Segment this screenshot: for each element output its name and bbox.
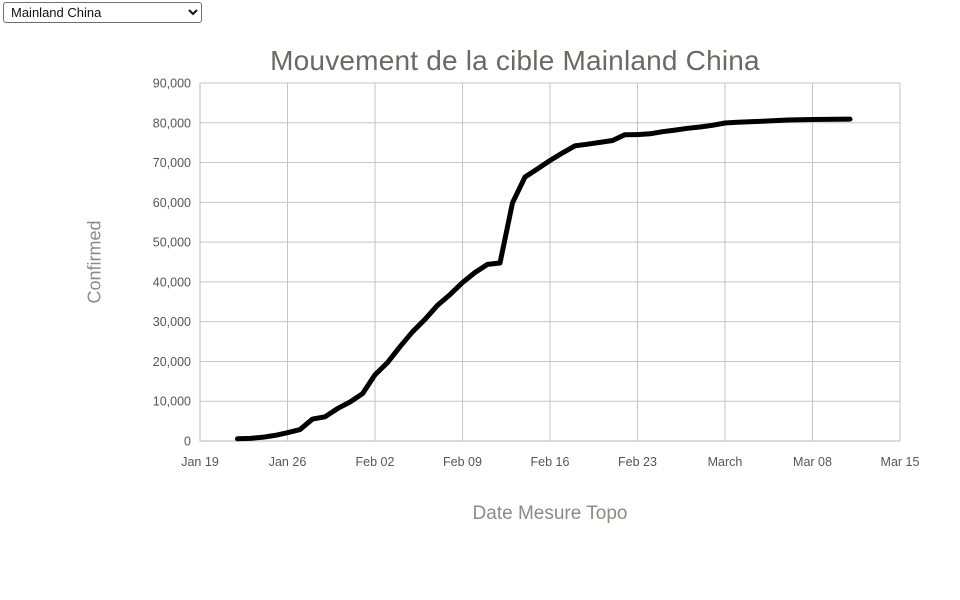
y-tick-label: 90,000 — [153, 77, 191, 91]
x-tick-label: Jan 19 — [181, 455, 219, 469]
y-tick-label: 10,000 — [153, 395, 191, 409]
x-tick-label: Jan 26 — [269, 455, 307, 469]
region-select[interactable]: Mainland China — [3, 2, 202, 23]
x-tick-label: Feb 02 — [356, 455, 395, 469]
series-line-mainland-china — [235, 116, 853, 442]
x-tick-label: Mar 15 — [881, 455, 920, 469]
y-tick-label: 50,000 — [153, 236, 191, 250]
y-tick-label: 20,000 — [153, 355, 191, 369]
x-tick-label: Feb 16 — [531, 455, 570, 469]
x-axis-label: Date Mesure Topo — [472, 503, 628, 524]
x-tick-label: Mar 08 — [793, 455, 832, 469]
y-tick-label: 30,000 — [153, 315, 191, 329]
y-axis-label: Confirmed — [84, 220, 105, 304]
y-tick-label: 60,000 — [153, 196, 191, 210]
y-tick-label: 0 — [184, 435, 191, 449]
x-tick-label: Feb 09 — [443, 455, 482, 469]
x-tick-label: March — [708, 455, 743, 469]
y-tick-label: 70,000 — [153, 156, 191, 170]
y-tick-label: 40,000 — [153, 275, 191, 289]
y-tick-label: 80,000 — [153, 116, 191, 130]
chart-title: Mouvement de la cible Mainland China — [270, 45, 760, 76]
x-tick-label: Feb 23 — [618, 455, 657, 469]
